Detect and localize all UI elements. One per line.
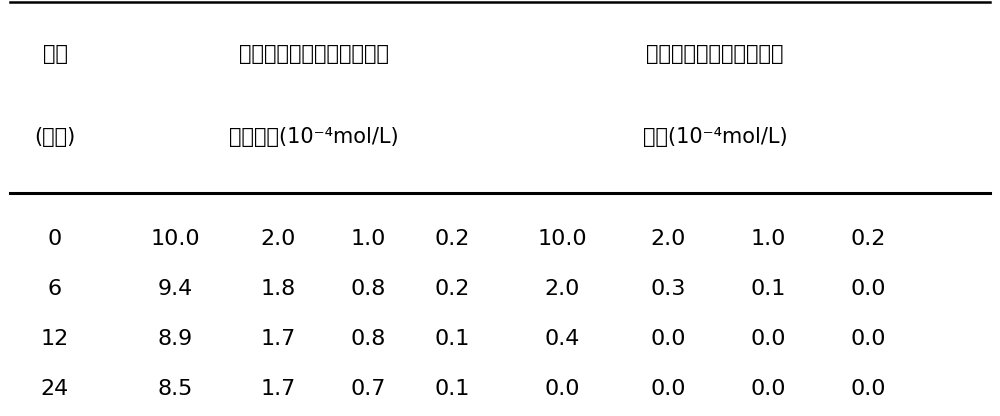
Text: 0.7: 0.7: [350, 379, 386, 399]
Text: 离子浓度(10⁻⁴mol/L): 离子浓度(10⁻⁴mol/L): [229, 127, 398, 147]
Text: 浓度(10⁻⁴mol/L): 浓度(10⁻⁴mol/L): [643, 127, 787, 147]
Text: 1.8: 1.8: [260, 279, 296, 299]
Text: 本发明的二价铁供给液亚铁: 本发明的二价铁供给液亚铁: [239, 44, 388, 64]
Text: 0.0: 0.0: [850, 329, 886, 349]
Text: 0.0: 0.0: [750, 329, 786, 349]
Text: 时间: 时间: [42, 44, 68, 64]
Text: 0.8: 0.8: [350, 329, 386, 349]
Text: 0.0: 0.0: [544, 379, 580, 399]
Text: 1.7: 1.7: [260, 379, 296, 399]
Text: 10.0: 10.0: [150, 229, 200, 249]
Text: 0.1: 0.1: [434, 329, 470, 349]
Text: 2.0: 2.0: [260, 229, 296, 249]
Text: 2.0: 2.0: [650, 229, 686, 249]
Text: (小时): (小时): [34, 127, 76, 147]
Text: 6: 6: [48, 279, 62, 299]
Text: 8.5: 8.5: [157, 379, 193, 399]
Text: 0.8: 0.8: [350, 279, 386, 299]
Text: 1.0: 1.0: [350, 229, 386, 249]
Text: 12: 12: [41, 329, 69, 349]
Text: 0.1: 0.1: [434, 379, 470, 399]
Text: 0.0: 0.0: [850, 279, 886, 299]
Text: 0.2: 0.2: [434, 229, 470, 249]
Text: 0: 0: [48, 229, 62, 249]
Text: 10.0: 10.0: [537, 229, 587, 249]
Text: 0.0: 0.0: [850, 379, 886, 399]
Text: 8.9: 8.9: [157, 329, 193, 349]
Text: 硫酸亚铁溶液中亚铁离子: 硫酸亚铁溶液中亚铁离子: [646, 44, 784, 64]
Text: 0.0: 0.0: [650, 329, 686, 349]
Text: 0.0: 0.0: [650, 379, 686, 399]
Text: 1.7: 1.7: [260, 329, 296, 349]
Text: 1.0: 1.0: [750, 229, 786, 249]
Text: 0.0: 0.0: [750, 379, 786, 399]
Text: 9.4: 9.4: [157, 279, 193, 299]
Text: 2.0: 2.0: [544, 279, 580, 299]
Text: 0.2: 0.2: [850, 229, 886, 249]
Text: 0.4: 0.4: [544, 329, 580, 349]
Text: 24: 24: [41, 379, 69, 399]
Text: 0.2: 0.2: [434, 279, 470, 299]
Text: 0.3: 0.3: [650, 279, 686, 299]
Text: 0.1: 0.1: [750, 279, 786, 299]
